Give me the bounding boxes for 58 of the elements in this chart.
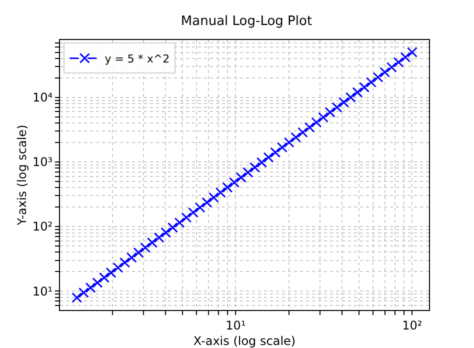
point [174,217,185,228]
point [263,152,274,163]
point [85,282,96,293]
point [297,127,308,138]
point [270,147,281,158]
point [215,187,226,198]
point [359,82,370,93]
point [126,252,137,263]
point [256,157,267,168]
point [338,97,350,108]
point [133,247,144,258]
point [188,207,198,218]
point [304,122,315,133]
y-tick-label: 10⁴ [32,90,53,105]
point [78,287,89,298]
point [372,72,384,83]
point [276,142,288,153]
point [208,192,219,203]
point [72,292,82,303]
point [284,137,294,148]
point [352,87,363,98]
point [181,212,192,223]
y-tick-label: 10³ [32,155,53,170]
point [406,47,418,58]
point [194,202,206,213]
point [112,262,124,273]
point [160,227,172,238]
point [120,257,130,268]
y-tick-label: 10² [32,220,53,234]
point [324,107,336,118]
point [250,162,260,173]
y-tick-label: 10¹ [32,284,53,298]
point [154,232,164,243]
point [393,57,404,68]
point [140,242,151,253]
point [229,177,240,188]
point [290,132,302,143]
point [167,222,178,233]
point [99,272,110,283]
point [92,277,103,288]
point [386,62,397,73]
chart-title: Manual Log-Log Plot [180,14,312,29]
point [380,67,390,78]
point [318,112,328,123]
point [345,92,356,103]
point [202,197,212,208]
point [366,77,376,88]
point [222,182,233,193]
point [400,52,411,62]
point [332,102,342,113]
y-axis-title: Y-axis (log scale) [15,124,29,226]
point [311,117,322,128]
point [106,267,116,278]
legend-label: y = 5 * x^2 [104,52,170,66]
point [236,172,246,183]
x-axis-title: X-axis (log scale) [193,334,296,348]
point [146,237,158,248]
point [242,167,254,178]
